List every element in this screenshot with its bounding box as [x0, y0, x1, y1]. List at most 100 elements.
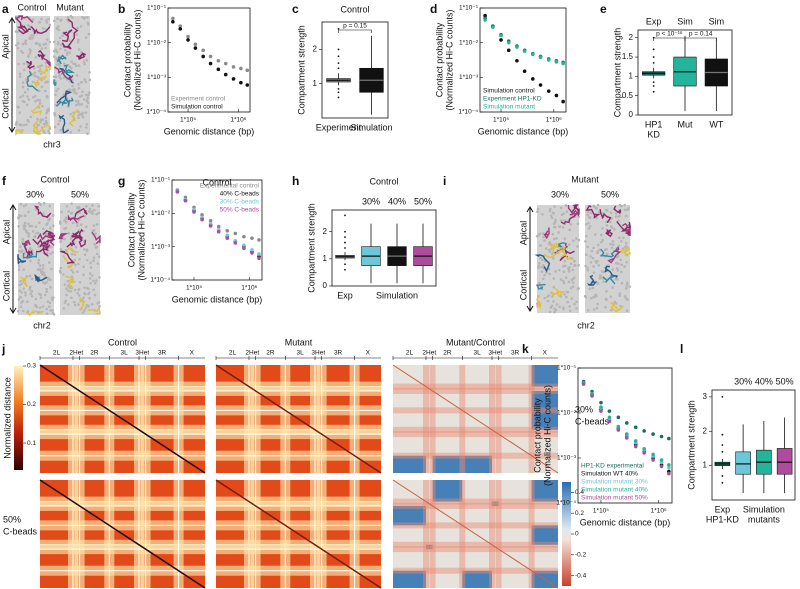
bead — [55, 63, 59, 66]
bead — [59, 271, 62, 274]
top-label: 50% — [414, 196, 432, 206]
chain — [604, 265, 619, 278]
bead — [19, 279, 22, 283]
legend-entry: Experiment HP1-KD — [483, 96, 542, 103]
chain — [26, 70, 39, 92]
y-tick-label: 1*10⁻⁴ — [150, 277, 170, 284]
bead — [75, 206, 79, 209]
bead — [592, 265, 595, 268]
data-point — [651, 452, 655, 457]
x-tick-label: Exp — [715, 504, 731, 514]
bead — [540, 265, 543, 269]
bead — [27, 55, 30, 58]
bead — [77, 294, 81, 297]
bead — [30, 277, 34, 281]
bead — [17, 105, 20, 109]
y-tick-label: 2 — [323, 227, 328, 236]
plot-frame — [711, 389, 796, 501]
data-point — [506, 40, 511, 45]
bead — [44, 121, 48, 125]
data-point — [522, 69, 527, 74]
bead — [555, 303, 559, 306]
chromosome-label: chr2 — [33, 320, 51, 330]
bead — [550, 295, 554, 298]
bead — [57, 122, 60, 126]
bead — [547, 248, 551, 252]
bead — [547, 267, 551, 271]
bead — [77, 303, 80, 306]
bead — [88, 272, 92, 275]
bead — [55, 56, 58, 60]
heatmap-band — [495, 480, 502, 588]
bead — [39, 119, 43, 122]
bead — [609, 308, 613, 312]
heatmap-band — [393, 431, 558, 438]
y-tick-label: 1*10⁻⁴ — [556, 500, 576, 507]
bead — [67, 303, 70, 306]
x-tick-label: Mut — [677, 119, 693, 129]
bead — [83, 291, 86, 295]
bead — [83, 253, 87, 257]
bead — [87, 32, 91, 36]
chromosome-label: 3L — [297, 350, 305, 357]
bead — [589, 297, 593, 300]
bead — [84, 306, 88, 310]
flier — [721, 475, 724, 477]
legend-entry: Simulation mutant 40% — [581, 487, 648, 494]
flier — [721, 481, 724, 484]
data-point — [554, 60, 559, 64]
chain — [56, 54, 67, 65]
data-point — [193, 46, 198, 50]
bead — [570, 297, 574, 300]
bead — [622, 236, 625, 240]
bead — [38, 21, 42, 24]
bead — [584, 223, 588, 226]
bead — [625, 309, 629, 312]
bead — [80, 50, 83, 54]
bead — [83, 16, 87, 19]
bead — [45, 19, 48, 22]
bead — [39, 72, 43, 76]
y-axis-label: Contact probability — [126, 192, 136, 267]
bead — [85, 58, 88, 62]
bead — [88, 207, 92, 211]
bead — [562, 307, 566, 311]
bead — [29, 34, 33, 37]
bead — [611, 243, 615, 246]
bead — [49, 309, 52, 312]
bead — [22, 204, 26, 208]
data-point — [633, 439, 638, 443]
bead — [40, 17, 43, 21]
y-axis-label: Compartment strength — [306, 203, 316, 293]
chain — [17, 254, 27, 265]
bead — [51, 214, 55, 217]
bead — [77, 116, 80, 120]
bead — [85, 258, 89, 262]
chain — [60, 250, 76, 264]
panel-letter: k — [522, 342, 529, 356]
bead — [47, 219, 51, 222]
x-axis-label: Genomic distance (bp) — [172, 294, 263, 304]
data-point — [216, 67, 221, 72]
bead — [41, 305, 45, 308]
bead — [81, 115, 85, 119]
data-point — [667, 466, 671, 470]
y-tick-label: 2 — [313, 45, 318, 54]
chain — [534, 254, 551, 273]
data-point — [186, 38, 190, 42]
chain — [61, 64, 75, 75]
chromosome-label: 2L — [229, 350, 237, 357]
bead — [595, 261, 598, 264]
y-tick-label: 0.5 — [622, 91, 634, 100]
x-tick-label: 1*10⁶ — [241, 285, 257, 292]
data-point — [239, 66, 243, 71]
bead — [84, 225, 88, 229]
bead — [89, 266, 93, 269]
heatmap-diagonal — [39, 479, 206, 589]
data-point — [590, 394, 594, 398]
chain — [61, 42, 72, 50]
chromosome-label: 2R — [90, 350, 99, 357]
bead — [598, 274, 602, 277]
bead — [617, 262, 620, 265]
